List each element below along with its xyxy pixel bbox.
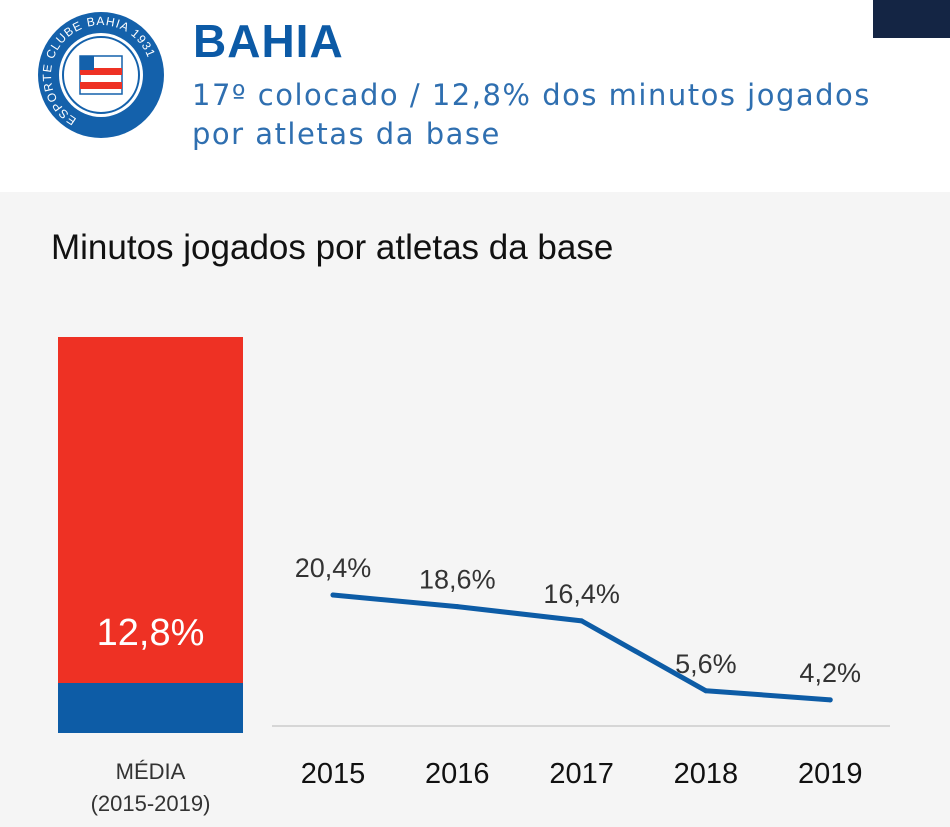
average-label-period: (2015-2019) — [90, 791, 211, 816]
x-tick-label-2015: 2015 — [301, 758, 366, 790]
data-label-2016: 18,6% — [419, 565, 496, 595]
x-tick-label-2018: 2018 — [674, 758, 739, 790]
average-value-label: 12,8% — [96, 612, 205, 654]
data-point-2017 — [579, 618, 585, 624]
team-name: BAHIA — [193, 15, 344, 67]
data-point-2016 — [454, 604, 460, 610]
data-label-2017: 16,4% — [543, 579, 620, 609]
data-label-2018: 5,6% — [675, 649, 737, 679]
average-bar-base — [58, 683, 243, 733]
team-subtitle: 17º colocado / 12,8% dos minutos jogados… — [192, 78, 871, 151]
average-bar — [58, 337, 243, 683]
average-label: MÉDIA (2015-2019) — [58, 756, 243, 820]
chart-title: Minutos jogados por atletas da base — [51, 228, 614, 267]
data-label-2019: 4,2% — [799, 658, 861, 688]
data-label-2015: 20,4% — [295, 553, 372, 583]
x-tick-label-2017: 2017 — [549, 758, 614, 790]
top-corner-block — [873, 0, 950, 38]
average-label-title: MÉDIA — [115, 759, 186, 784]
data-point-2018 — [703, 688, 709, 694]
data-point-2015 — [330, 592, 336, 598]
x-tick-label-2016: 2016 — [425, 758, 490, 790]
bahia-crest-logo: ESPORTE CLUBE BAHIA 1931 — [38, 12, 164, 138]
x-tick-label-2019: 2019 — [798, 758, 863, 790]
series-line — [330, 592, 833, 703]
data-point-2019 — [827, 697, 833, 703]
